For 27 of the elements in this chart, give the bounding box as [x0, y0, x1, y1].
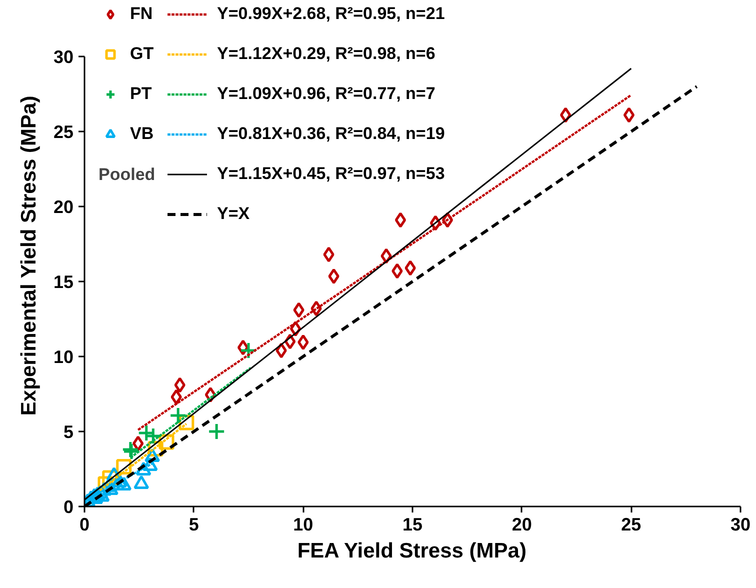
y-tick-label: 5 — [63, 422, 74, 442]
legend-label: PT — [130, 84, 152, 104]
legend-label: Y=0.81X+0.36, R²=0.84, n=19 — [217, 124, 445, 144]
legend-label: Y=1.15X+0.45, R²=0.97, n=53 — [217, 164, 445, 184]
legend-label: Y=1.12X+0.29, R²=0.98, n=6 — [217, 44, 436, 64]
x-tick-label: 5 — [188, 514, 199, 534]
legend-label: Y=0.99X+2.68, R²=0.95, n=21 — [217, 4, 445, 24]
x-tick-label: 15 — [402, 514, 423, 534]
x-tick-label: 25 — [621, 514, 642, 534]
y-tick-label: 10 — [53, 347, 74, 367]
x-tick-label: 30 — [730, 514, 751, 534]
y-tick-label: 30 — [53, 47, 74, 67]
y-tick-label: 20 — [53, 197, 74, 217]
legend-label: Y=X — [217, 204, 250, 224]
x-tick-label: 10 — [293, 514, 314, 534]
y-tick-label: 15 — [53, 272, 74, 292]
legend-label: Y=1.09X+0.96, R²=0.77, n=7 — [217, 84, 436, 104]
legend-label: GT — [130, 44, 154, 64]
x-axis-title: FEA Yield Stress (MPa) — [297, 540, 526, 562]
x-tick-label: 0 — [79, 514, 90, 534]
legend-label: FN — [130, 4, 153, 24]
y-tick-label: 0 — [63, 497, 74, 517]
legend-label: VB — [130, 124, 154, 144]
annotation: Pooled — [98, 165, 156, 184]
x-tick-label: 20 — [512, 514, 532, 534]
y-tick-label: 25 — [53, 122, 74, 142]
y-axis-title: Experimental Yield Stress (MPa) — [17, 96, 40, 416]
